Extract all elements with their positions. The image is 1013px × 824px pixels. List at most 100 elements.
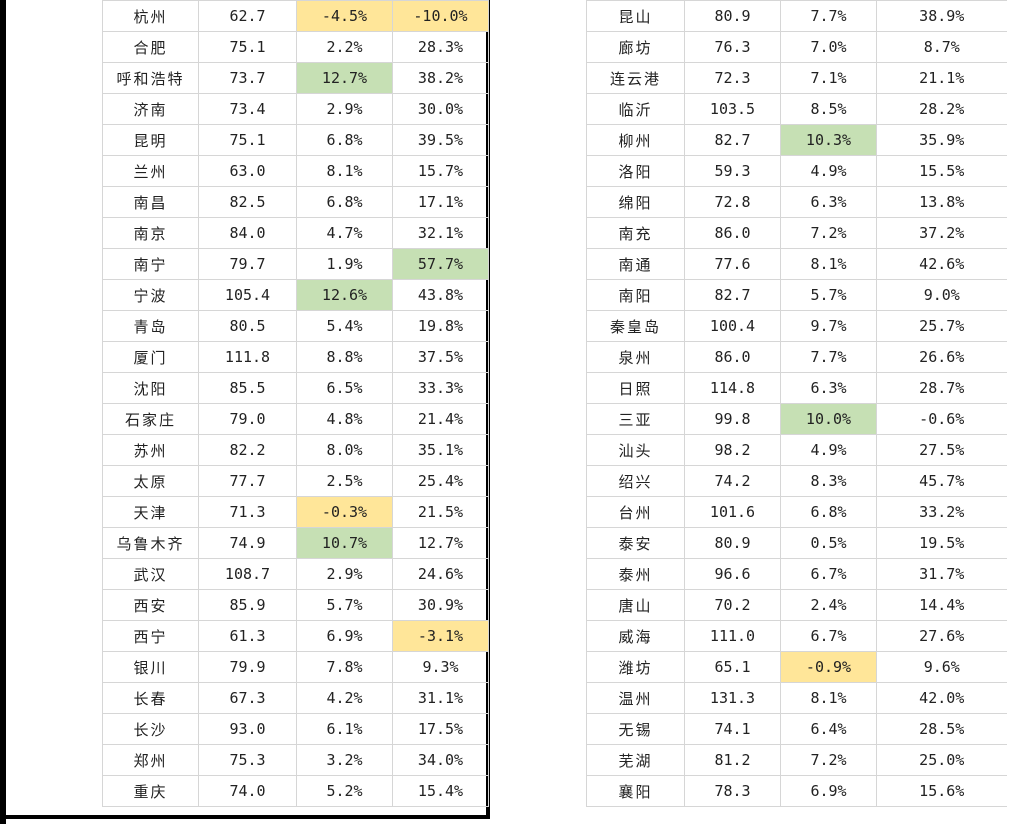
value-cell[interactable]: 75.1 [198, 124, 297, 156]
value-cell[interactable]: 78.3 [684, 775, 781, 807]
city-cell[interactable]: 长春 [102, 682, 199, 714]
change1-cell[interactable]: 6.3% [780, 186, 877, 218]
city-cell[interactable]: 厦门 [102, 341, 199, 373]
city-cell[interactable]: 西安 [102, 589, 199, 621]
change2-cell[interactable]: 37.5% [392, 341, 489, 373]
value-cell[interactable]: 74.9 [198, 527, 297, 559]
value-cell[interactable]: 86.0 [684, 217, 781, 249]
change1-cell[interactable]: 7.1% [780, 62, 877, 94]
change1-cell[interactable]: 6.4% [780, 713, 877, 745]
change2-cell[interactable]: 45.7% [876, 465, 1007, 497]
value-cell[interactable]: 61.3 [198, 620, 297, 652]
city-cell[interactable]: 石家庄 [102, 403, 199, 435]
city-cell[interactable]: 温州 [586, 682, 685, 714]
change2-cell[interactable]: -3.1% [392, 620, 489, 652]
value-cell[interactable]: 84.0 [198, 217, 297, 249]
change1-cell[interactable]: 6.9% [780, 775, 877, 807]
value-cell[interactable]: 76.3 [684, 31, 781, 63]
change1-cell[interactable]: 5.2% [296, 775, 393, 807]
change2-cell[interactable]: 42.6% [876, 248, 1007, 280]
city-cell[interactable]: 泉州 [586, 341, 685, 373]
change1-cell[interactable]: 7.2% [780, 744, 877, 776]
change2-cell[interactable]: 31.1% [392, 682, 489, 714]
value-cell[interactable]: 71.3 [198, 496, 297, 528]
change2-cell[interactable]: 30.0% [392, 93, 489, 125]
city-cell[interactable]: 秦皇岛 [586, 310, 685, 342]
value-cell[interactable]: 59.3 [684, 155, 781, 187]
change1-cell[interactable]: 7.7% [780, 0, 877, 32]
city-cell[interactable]: 青岛 [102, 310, 199, 342]
value-cell[interactable]: 80.5 [198, 310, 297, 342]
change2-cell[interactable]: 28.3% [392, 31, 489, 63]
change2-cell[interactable]: 39.5% [392, 124, 489, 156]
value-cell[interactable]: 81.2 [684, 744, 781, 776]
value-cell[interactable]: 100.4 [684, 310, 781, 342]
change1-cell[interactable]: 2.5% [296, 465, 393, 497]
value-cell[interactable]: 79.7 [198, 248, 297, 280]
change1-cell[interactable]: 4.8% [296, 403, 393, 435]
city-cell[interactable]: 台州 [586, 496, 685, 528]
change2-cell[interactable]: 9.3% [392, 651, 489, 683]
value-cell[interactable]: 62.7 [198, 0, 297, 32]
city-cell[interactable]: 南阳 [586, 279, 685, 311]
value-cell[interactable]: 108.7 [198, 558, 297, 590]
change1-cell[interactable]: -4.5% [296, 0, 393, 32]
change1-cell[interactable]: 4.7% [296, 217, 393, 249]
city-cell[interactable]: 泰州 [586, 558, 685, 590]
city-cell[interactable]: 无锡 [586, 713, 685, 745]
value-cell[interactable]: 93.0 [198, 713, 297, 745]
value-cell[interactable]: 74.1 [684, 713, 781, 745]
change2-cell[interactable]: 42.0% [876, 682, 1007, 714]
value-cell[interactable]: 114.8 [684, 372, 781, 404]
city-cell[interactable]: 兰州 [102, 155, 199, 187]
change1-cell[interactable]: 5.7% [296, 589, 393, 621]
change2-cell[interactable]: 35.1% [392, 434, 489, 466]
change1-cell[interactable]: 12.6% [296, 279, 393, 311]
value-cell[interactable]: 80.9 [684, 527, 781, 559]
change2-cell[interactable]: 21.5% [392, 496, 489, 528]
change2-cell[interactable]: 28.2% [876, 93, 1007, 125]
city-cell[interactable]: 重庆 [102, 775, 199, 807]
value-cell[interactable]: 111.8 [198, 341, 297, 373]
change2-cell[interactable]: 21.4% [392, 403, 489, 435]
change2-cell[interactable]: 19.5% [876, 527, 1007, 559]
value-cell[interactable]: 131.3 [684, 682, 781, 714]
city-cell[interactable]: 威海 [586, 620, 685, 652]
change2-cell[interactable]: 9.6% [876, 651, 1007, 683]
city-cell[interactable]: 绵阳 [586, 186, 685, 218]
change1-cell[interactable]: 8.5% [780, 93, 877, 125]
city-cell[interactable]: 连云港 [586, 62, 685, 94]
city-cell[interactable]: 绍兴 [586, 465, 685, 497]
city-cell[interactable]: 杭州 [102, 0, 199, 32]
city-cell[interactable]: 临沂 [586, 93, 685, 125]
value-cell[interactable]: 98.2 [684, 434, 781, 466]
change2-cell[interactable]: 15.5% [876, 155, 1007, 187]
change1-cell[interactable]: 6.7% [780, 620, 877, 652]
change2-cell[interactable]: 13.8% [876, 186, 1007, 218]
change2-cell[interactable]: 21.1% [876, 62, 1007, 94]
change2-cell[interactable]: 31.7% [876, 558, 1007, 590]
change2-cell[interactable]: 37.2% [876, 217, 1007, 249]
value-cell[interactable]: 70.2 [684, 589, 781, 621]
city-cell[interactable]: 济南 [102, 93, 199, 125]
change1-cell[interactable]: 12.7% [296, 62, 393, 94]
change2-cell[interactable]: 14.4% [876, 589, 1007, 621]
city-cell[interactable]: 泰安 [586, 527, 685, 559]
change1-cell[interactable]: 8.3% [780, 465, 877, 497]
change2-cell[interactable]: 12.7% [392, 527, 489, 559]
city-cell[interactable]: 昆明 [102, 124, 199, 156]
change1-cell[interactable]: 5.4% [296, 310, 393, 342]
value-cell[interactable]: 96.6 [684, 558, 781, 590]
value-cell[interactable]: 79.9 [198, 651, 297, 683]
value-cell[interactable]: 103.5 [684, 93, 781, 125]
change2-cell[interactable]: 33.3% [392, 372, 489, 404]
change1-cell[interactable]: 2.4% [780, 589, 877, 621]
value-cell[interactable]: 79.0 [198, 403, 297, 435]
change1-cell[interactable]: 2.9% [296, 558, 393, 590]
city-cell[interactable]: 长沙 [102, 713, 199, 745]
change1-cell[interactable]: 4.9% [780, 434, 877, 466]
value-cell[interactable]: 111.0 [684, 620, 781, 652]
city-cell[interactable]: 宁波 [102, 279, 199, 311]
change2-cell[interactable]: -0.6% [876, 403, 1007, 435]
change2-cell[interactable]: 27.6% [876, 620, 1007, 652]
